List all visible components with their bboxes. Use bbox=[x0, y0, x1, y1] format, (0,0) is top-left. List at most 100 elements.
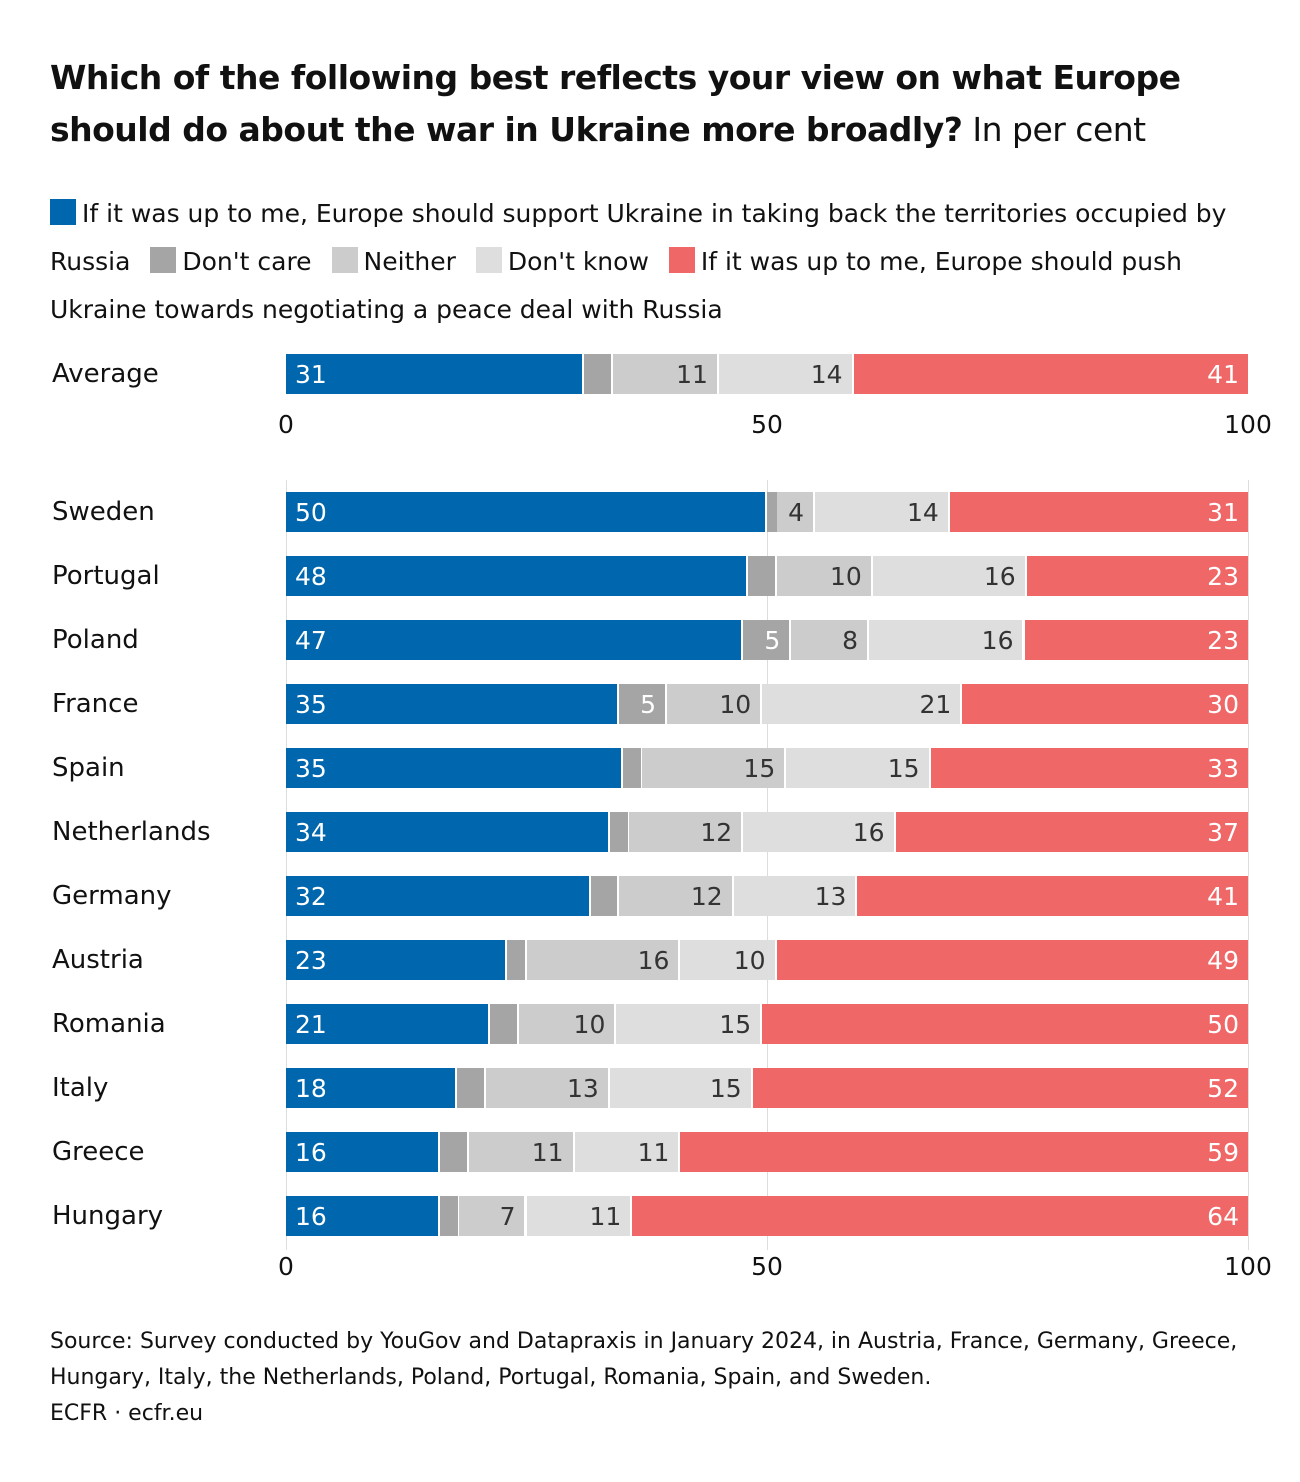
legend-label: If it was up to me, Europe should suppor… bbox=[50, 199, 1227, 276]
legend-swatch bbox=[150, 247, 177, 273]
bar-segment-dont_care bbox=[622, 748, 643, 788]
bar-segment-neither: 10 bbox=[666, 684, 763, 724]
bar-segment-support: 16 bbox=[286, 1132, 440, 1172]
bar-segment-support: 35 bbox=[286, 748, 623, 788]
bar-segment-push: 49 bbox=[776, 940, 1248, 980]
legend-swatch bbox=[50, 199, 76, 225]
country-row-label: Austria bbox=[52, 945, 144, 975]
legend-item-dont_know: Don't know bbox=[475, 247, 649, 276]
bar-segment-push: 64 bbox=[632, 1196, 1248, 1236]
bar-segment-dont_care bbox=[490, 1004, 520, 1044]
bar-segment-dont_know: 14 bbox=[718, 354, 854, 394]
credit-text: ECFR · ecfr.eu bbox=[50, 1401, 204, 1426]
source-text: Source: Survey conducted by YouGov and D… bbox=[50, 1329, 1238, 1390]
legend-item-push: If it was up to me, Europe should push U… bbox=[50, 247, 1182, 324]
gridline bbox=[286, 480, 287, 1250]
bar-segment-neither: 13 bbox=[486, 1068, 610, 1108]
bar-segment-push: 33 bbox=[930, 748, 1248, 788]
bar-segment-dont_know: 16 bbox=[869, 620, 1025, 660]
gridline bbox=[1248, 480, 1249, 1250]
bar-segment-neither: 7 bbox=[459, 1196, 527, 1236]
bar-segment-dont_care bbox=[747, 556, 777, 596]
bar-segment-dont_know: 16 bbox=[872, 556, 1027, 596]
bar-segment-support: 23 bbox=[286, 940, 508, 980]
x-tick-label: 50 bbox=[751, 1252, 783, 1281]
bar-segment-support: 31 bbox=[286, 354, 585, 394]
bar-segment-dont_care bbox=[439, 1132, 469, 1172]
source-note: Source: Survey conducted by YouGov and D… bbox=[50, 1324, 1270, 1432]
bar-segment-dont_care bbox=[439, 1196, 460, 1236]
bar-segment-dont_know: 11 bbox=[574, 1132, 681, 1172]
bar-segment-support: 21 bbox=[286, 1004, 491, 1044]
bar-segment-neither: 10 bbox=[776, 556, 873, 596]
x-tick-label: 100 bbox=[1224, 410, 1272, 439]
bar-segment-neither: 4 bbox=[776, 492, 816, 532]
bar-segment-dont_care bbox=[584, 354, 614, 394]
bar-segment-support: 48 bbox=[286, 556, 748, 596]
bar-segment-dont_know: 14 bbox=[815, 492, 950, 532]
legend-item-support: If it was up to me, Europe should suppor… bbox=[50, 199, 1226, 276]
bar-segment-push: 30 bbox=[962, 684, 1248, 724]
bar-segment-dont_know: 15 bbox=[786, 748, 931, 788]
bar-segment-neither: 8 bbox=[791, 620, 870, 660]
average-row-label: Average bbox=[52, 359, 159, 389]
bar-segment-support: 35 bbox=[286, 684, 620, 724]
x-tick-label: 0 bbox=[278, 410, 294, 439]
legend-swatch bbox=[331, 247, 358, 273]
x-tick-label: 0 bbox=[278, 1252, 294, 1281]
legend-label: Don't care bbox=[182, 247, 312, 276]
bar-segment-dont_care bbox=[457, 1068, 486, 1108]
legend-swatch bbox=[668, 247, 695, 273]
bar-segment-dont_know: 13 bbox=[733, 876, 858, 916]
bar-segment-push: 23 bbox=[1026, 556, 1248, 596]
bar-segment-support: 34 bbox=[286, 812, 610, 852]
gridline bbox=[767, 480, 768, 1250]
country-row-label: Poland bbox=[52, 625, 139, 655]
country-row-label: Italy bbox=[52, 1073, 109, 1103]
legend-swatch bbox=[475, 247, 502, 273]
country-row-label: Hungary bbox=[52, 1201, 164, 1231]
bar-segment-dont_know: 15 bbox=[616, 1004, 763, 1044]
legend-label: If it was up to me, Europe should push U… bbox=[50, 247, 1182, 324]
country-row-label: Sweden bbox=[52, 497, 155, 527]
x-tick-label: 100 bbox=[1224, 1252, 1272, 1281]
bar-segment-push: 59 bbox=[680, 1132, 1248, 1172]
bar-segment-neither: 15 bbox=[641, 748, 787, 788]
country-row-label: Romania bbox=[52, 1009, 166, 1039]
bar-segment-dont_care: 5 bbox=[619, 684, 667, 724]
bar-segment-neither: 11 bbox=[613, 354, 719, 394]
legend-item-neither: Neither bbox=[331, 247, 456, 276]
bar-segment-push: 41 bbox=[853, 354, 1248, 394]
bar-segment-support: 16 bbox=[286, 1196, 440, 1236]
country-row-label: Spain bbox=[52, 753, 125, 783]
country-row-label: Portugal bbox=[52, 561, 160, 591]
x-tick-label: 50 bbox=[751, 410, 783, 439]
legend-item-dont_care: Don't care bbox=[150, 247, 312, 276]
bar-segment-support: 18 bbox=[286, 1068, 458, 1108]
bar-segment-neither: 12 bbox=[628, 812, 744, 852]
bar-segment-dont_know: 21 bbox=[762, 684, 963, 724]
bar-segment-push: 50 bbox=[762, 1004, 1248, 1044]
country-row-label: Netherlands bbox=[52, 817, 211, 847]
legend: If it was up to me, Europe should suppor… bbox=[50, 190, 1260, 334]
country-row-label: France bbox=[52, 689, 139, 719]
bar-segment-dont_know: 16 bbox=[743, 812, 896, 852]
bar-segment-dont_know: 15 bbox=[609, 1068, 753, 1108]
country-row-label: Greece bbox=[52, 1137, 145, 1167]
bar-segment-support: 32 bbox=[286, 876, 591, 916]
bar-segment-neither: 12 bbox=[619, 876, 734, 916]
bar-segment-push: 41 bbox=[857, 876, 1248, 916]
bar-segment-push: 23 bbox=[1024, 620, 1248, 660]
title-unit: In per cent bbox=[972, 110, 1146, 149]
bar-segment-neither: 11 bbox=[468, 1132, 575, 1172]
bar-segment-dont_care: 5 bbox=[742, 620, 792, 660]
bar-segment-support: 50 bbox=[286, 492, 767, 532]
bar-segment-dont_care bbox=[590, 876, 620, 916]
bar-segment-push: 52 bbox=[752, 1068, 1248, 1108]
bar-segment-push: 37 bbox=[895, 812, 1248, 852]
legend-label: Neither bbox=[363, 247, 456, 276]
bar-segment-dont_know: 10 bbox=[680, 940, 777, 980]
title-question: Which of the following best reflects you… bbox=[50, 58, 1181, 149]
bar-segment-dont_care bbox=[609, 812, 630, 852]
